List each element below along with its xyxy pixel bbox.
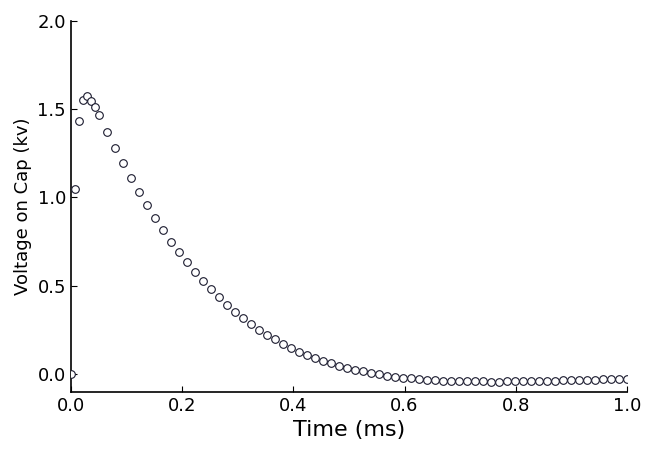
Point — [550, 377, 560, 384]
Point — [198, 277, 208, 285]
Point — [246, 321, 256, 328]
Point — [622, 375, 632, 382]
Point — [454, 377, 464, 385]
Point — [574, 376, 584, 384]
Point — [286, 344, 296, 351]
Point — [229, 308, 240, 315]
Point — [398, 374, 408, 381]
Point — [502, 378, 512, 385]
Point — [494, 378, 504, 385]
Point — [566, 377, 576, 384]
Point — [221, 301, 232, 308]
Point — [141, 202, 152, 209]
Point — [66, 370, 76, 378]
Point — [109, 144, 120, 152]
Point — [477, 378, 488, 385]
Point — [134, 188, 144, 196]
Point — [86, 97, 96, 104]
Point — [422, 376, 432, 383]
Point — [94, 112, 104, 119]
Point — [117, 160, 128, 167]
Point — [166, 238, 176, 245]
Point — [517, 378, 528, 385]
Point — [214, 294, 224, 301]
Y-axis label: Voltage on Cap (kv): Voltage on Cap (kv) — [14, 118, 32, 295]
Point — [174, 249, 184, 256]
Point — [73, 117, 84, 124]
Point — [261, 331, 272, 338]
Point — [405, 375, 416, 382]
Point — [485, 378, 496, 385]
Point — [510, 378, 520, 385]
Point — [318, 357, 328, 365]
X-axis label: Time (ms): Time (ms) — [293, 420, 405, 440]
Point — [358, 368, 368, 375]
Point — [557, 377, 568, 384]
Point — [293, 348, 304, 355]
Point — [390, 373, 400, 380]
Point — [189, 268, 200, 276]
Point — [69, 185, 80, 192]
Point — [526, 378, 536, 385]
Point — [373, 371, 384, 378]
Point — [382, 372, 392, 379]
Point — [206, 286, 216, 293]
Point — [350, 366, 360, 374]
Point — [270, 336, 280, 343]
Point — [278, 340, 288, 347]
Point — [253, 326, 264, 333]
Point — [90, 104, 100, 111]
Point — [462, 378, 472, 385]
Point — [82, 93, 92, 100]
Point — [614, 375, 624, 383]
Point — [341, 364, 352, 371]
Point — [326, 360, 336, 367]
Point — [606, 375, 616, 383]
Point — [413, 375, 424, 383]
Point — [430, 376, 440, 384]
Point — [102, 128, 112, 135]
Point — [365, 370, 376, 377]
Point — [438, 377, 448, 384]
Point — [77, 96, 88, 103]
Point — [181, 259, 192, 266]
Point — [582, 376, 592, 384]
Point — [310, 355, 320, 362]
Point — [445, 377, 456, 385]
Point — [590, 376, 600, 383]
Point — [534, 377, 544, 385]
Point — [301, 351, 312, 359]
Point — [149, 214, 160, 222]
Point — [126, 174, 136, 182]
Point — [470, 378, 480, 385]
Point — [597, 376, 608, 383]
Point — [333, 362, 344, 370]
Point — [238, 314, 248, 321]
Point — [542, 377, 552, 385]
Point — [157, 227, 168, 234]
